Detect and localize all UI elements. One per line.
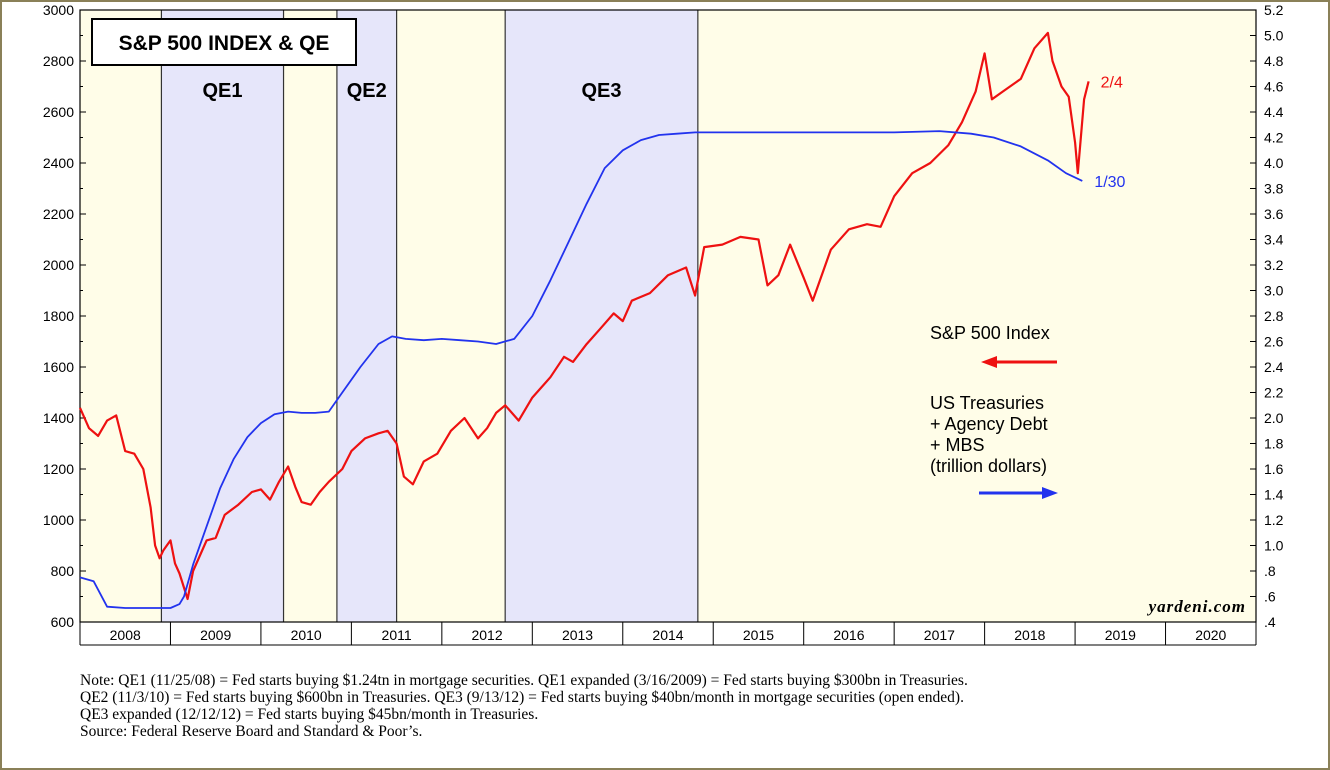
right-tick-label: 3.2 (1264, 257, 1284, 273)
right-tick-label: 4.8 (1264, 53, 1284, 69)
right-tick-label: 3.4 (1264, 232, 1284, 248)
x-year-label: 2009 (200, 627, 231, 643)
legend-holdings-label: + MBS (930, 435, 985, 455)
right-tick-label: 4.4 (1264, 104, 1284, 120)
x-year-label: 2018 (1014, 627, 1045, 643)
legend-sp500-label: S&P 500 Index (930, 323, 1050, 343)
qe-shade-3 (505, 10, 698, 622)
x-year-label: 2020 (1195, 627, 1226, 643)
source-brand: yardeni.com (1147, 597, 1246, 616)
left-tick-label: 2800 (43, 53, 74, 69)
legend-sp500-arrowhead (981, 356, 997, 368)
left-tick-label: 2200 (43, 206, 74, 222)
sp500-end-label: 2/4 (1101, 74, 1123, 91)
right-tick-label: 3.6 (1264, 206, 1284, 222)
x-year-label: 2012 (471, 627, 502, 643)
right-tick-label: 1.0 (1264, 538, 1284, 554)
right-tick-label: 4.6 (1264, 79, 1284, 95)
right-tick-label: 2.6 (1264, 334, 1284, 350)
note-line: QE2 (11/3/10) = Fed starts buying $600bn… (80, 689, 964, 706)
left-tick-label: 1200 (43, 461, 74, 477)
right-tick-label: 2.4 (1264, 359, 1284, 375)
x-year-label: 2017 (924, 627, 955, 643)
right-tick-label: 5.0 (1264, 28, 1284, 44)
right-tick-label: 1.4 (1264, 487, 1284, 503)
right-tick-label: 4.0 (1264, 155, 1284, 171)
legend-holdings-label: US Treasuries (930, 393, 1044, 413)
right-tick-label: .6 (1264, 589, 1276, 605)
left-tick-label: 600 (51, 614, 75, 630)
legend-holdings-label: + Agency Debt (930, 414, 1048, 434)
legend-holdings-label: (trillion dollars) (930, 456, 1047, 476)
right-tick-label: 1.8 (1264, 436, 1284, 452)
x-year-label: 2014 (652, 627, 683, 643)
notes-block: Note: QE1 (11/25/08) = Fed starts buying… (80, 672, 1310, 740)
legend-holdings-arrowhead (1042, 487, 1058, 499)
qe-label: QE3 (581, 80, 621, 102)
right-tick-label: .8 (1264, 563, 1276, 579)
x-year-label: 2016 (833, 627, 864, 643)
sp500-line (78, 31, 1090, 601)
x-year-label: 2010 (291, 627, 322, 643)
qe-shade-2 (336, 10, 397, 622)
note-line: QE3 expanded (12/12/12) = Fed starts buy… (80, 706, 539, 723)
right-tick-label: 1.2 (1264, 512, 1284, 528)
left-tick-label: 2600 (43, 104, 74, 120)
left-tick-label: 3000 (43, 2, 74, 18)
x-year-label: 2013 (562, 627, 593, 643)
right-tick-label: 1.6 (1264, 461, 1284, 477)
left-tick-label: 1800 (43, 308, 74, 324)
right-tick-label: 5.2 (1264, 2, 1284, 18)
x-year-label: 2008 (110, 627, 141, 643)
right-tick-label: 2.2 (1264, 385, 1284, 401)
x-year-label: 2015 (743, 627, 774, 643)
right-tick-label: 2.0 (1264, 410, 1284, 426)
right-tick-label: 3.8 (1264, 181, 1284, 197)
qe-label: QE1 (202, 80, 242, 102)
x-year-label: 2019 (1105, 627, 1136, 643)
fed-holdings-end-label: 1/30 (1094, 174, 1125, 191)
left-tick-label: 800 (51, 563, 75, 579)
qe-label: QE2 (347, 80, 387, 102)
left-tick-label: 2000 (43, 257, 74, 273)
left-tick-label: 2400 (43, 155, 74, 171)
note-line: Note: QE1 (11/25/08) = Fed starts buying… (80, 672, 968, 689)
right-tick-label: 3.0 (1264, 283, 1284, 299)
right-tick-label: 2.8 (1264, 308, 1284, 324)
chart-title: S&P 500 INDEX & QE (119, 32, 330, 55)
left-tick-label: 1000 (43, 512, 74, 528)
right-tick-label: .4 (1264, 614, 1276, 630)
source-line: Source: Federal Reserve Board and Standa… (80, 723, 423, 740)
left-tick-label: 1400 (43, 410, 74, 426)
left-tick-label: 1600 (43, 359, 74, 375)
title-box (91, 18, 357, 66)
right-tick-label: 4.2 (1264, 130, 1284, 146)
x-year-label: 2011 (382, 627, 412, 643)
fed-holdings-line (79, 130, 1083, 609)
